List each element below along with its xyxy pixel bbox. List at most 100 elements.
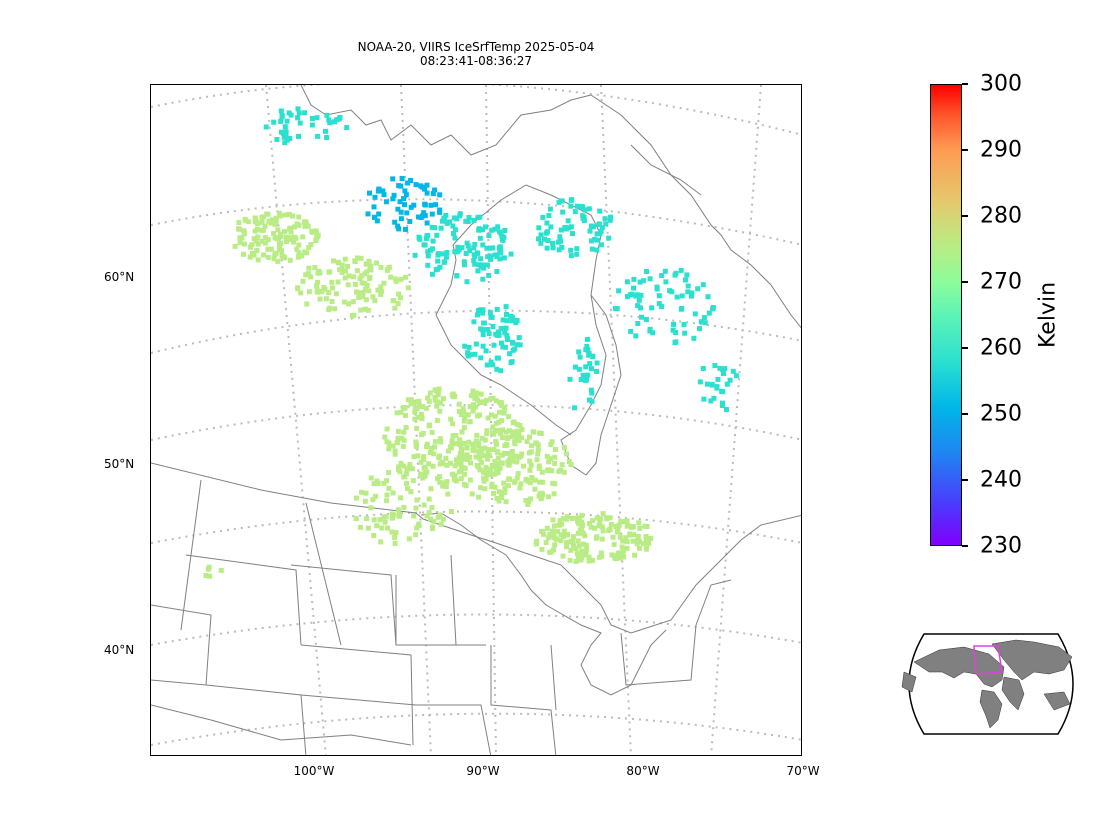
temperature-pixel: [505, 337, 511, 343]
temperature-pixel: [572, 405, 577, 411]
temperature-pixel: [396, 291, 402, 297]
temperature-pixel: [306, 289, 312, 295]
temperature-pixel: [468, 393, 474, 399]
temperature-pixel: [475, 413, 481, 419]
temperature-pixel: [439, 251, 445, 257]
temperature-pixel: [304, 301, 310, 307]
temperature-pixel: [391, 192, 397, 198]
temperature-pixel: [339, 262, 345, 268]
temperature-pixel: [482, 445, 488, 451]
temperature-pixel: [573, 558, 579, 564]
temperature-pixel: [427, 390, 433, 396]
temperature-pixel: [510, 339, 515, 345]
temperature-pixel: [477, 235, 483, 241]
temperature-pixel: [600, 511, 606, 517]
temperature-pixel: [392, 451, 398, 457]
temperature-pixel: [412, 252, 418, 258]
temperature-pixel: [337, 115, 343, 120]
temperature-pixel: [386, 485, 392, 491]
temperature-pixel: [478, 355, 484, 361]
temperature-pixel: [458, 476, 464, 482]
temperature-pixel: [262, 235, 268, 241]
temperature-pixel: [452, 227, 458, 233]
temperature-pixel: [388, 274, 394, 280]
temperature-pixel: [503, 304, 509, 310]
temperature-pixel: [494, 306, 500, 312]
temperature-pixel: [596, 221, 602, 227]
temperature-pixel: [712, 363, 718, 368]
temperature-pixel: [557, 234, 563, 240]
temperature-pixel: [500, 237, 506, 243]
temperature-pixel: [606, 235, 612, 241]
temperature-pixel: [342, 275, 348, 281]
temperature-pixel: [359, 489, 365, 495]
temperature-pixel: [512, 346, 518, 352]
temperature-pixel: [207, 573, 213, 579]
temperature-pixel: [586, 206, 592, 212]
temperature-pixel: [476, 443, 482, 448]
temperature-pixel: [480, 310, 486, 316]
temperature-pixel: [406, 465, 412, 471]
temperature-pixel: [415, 414, 421, 420]
temperature-pixel: [643, 317, 649, 322]
temperature-pixel: [662, 268, 668, 274]
temperature-pixel: [484, 362, 490, 368]
temperature-pixel: [476, 494, 482, 500]
lat-label-60: 60°N: [104, 270, 135, 284]
temperature-pixel: [495, 455, 501, 461]
temperature-pixel: [287, 257, 293, 263]
temperature-pixel: [490, 362, 496, 368]
temperature-pixel: [599, 225, 605, 230]
temperature-pixel: [589, 366, 594, 372]
temperature-pixel: [431, 519, 437, 524]
temperature-pixel: [432, 439, 438, 445]
temperature-pixel: [345, 263, 351, 269]
temperature-pixel: [416, 214, 421, 220]
temperature-pixel: [406, 536, 412, 542]
temperature-pixel: [539, 469, 545, 475]
temperature-pixel: [418, 183, 424, 189]
temperature-pixel: [489, 412, 494, 418]
temperature-pixel: [730, 368, 736, 374]
temperature-pixel: [465, 219, 471, 224]
temperature-pixel: [292, 224, 297, 230]
temperature-pixel: [581, 541, 586, 547]
temperature-pixel: [620, 538, 626, 544]
temperature-pixel: [324, 135, 330, 140]
temperature-pixel: [644, 269, 649, 274]
temperature-pixel: [639, 314, 644, 320]
temperature-pixel: [492, 252, 498, 258]
temperature-pixel: [469, 491, 475, 497]
temperature-pixel: [478, 485, 484, 491]
temperature-pixel: [303, 221, 309, 227]
temperature-pixel: [627, 531, 633, 537]
temperature-pixel: [433, 267, 439, 273]
map-panel: [150, 84, 802, 756]
temperature-pixel: [493, 439, 499, 444]
temperature-pixel: [342, 256, 348, 262]
temperature-pixel: [371, 517, 377, 523]
temperature-pixel: [259, 238, 265, 244]
temperature-pixel: [537, 491, 543, 497]
temperature-pixel: [615, 551, 621, 557]
temperature-pixel: [452, 441, 458, 447]
temperature-pixel: [586, 352, 592, 358]
temperature-pixel: [685, 289, 691, 295]
temperature-pixel: [514, 421, 520, 427]
temperature-pixel: [254, 248, 260, 253]
temperature-pixel: [557, 518, 563, 524]
temperature-pixel: [398, 276, 404, 282]
temperature-pixel: [261, 214, 266, 220]
temperature-pixel: [330, 285, 336, 291]
temperature-pixel: [631, 285, 637, 291]
temperature-pixel: [495, 329, 501, 335]
temperature-pixel: [618, 519, 624, 525]
temperature-pixel: [371, 481, 377, 487]
temperature-pixel: [684, 272, 690, 278]
temperature-pixel: [552, 542, 558, 548]
temperature-pixel: [424, 190, 430, 196]
temperature-pixel: [598, 229, 604, 235]
temperature-pixel: [440, 480, 446, 486]
map-canvas: [151, 85, 801, 755]
temperature-pixel: [278, 118, 284, 124]
